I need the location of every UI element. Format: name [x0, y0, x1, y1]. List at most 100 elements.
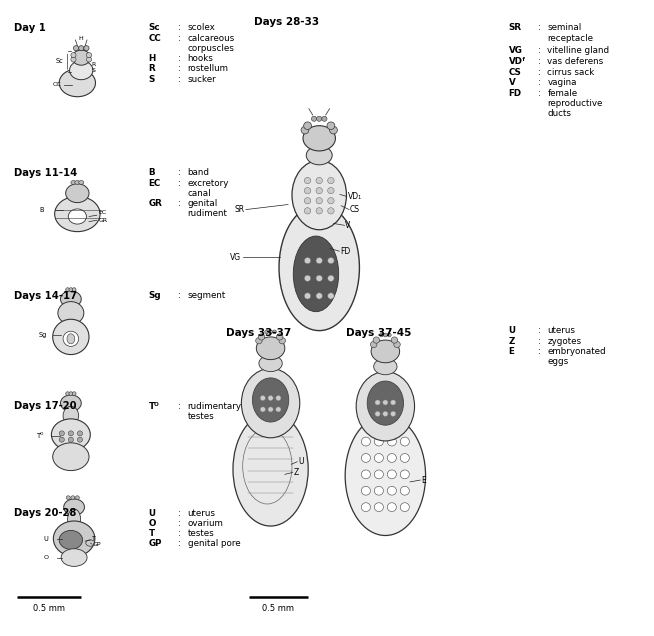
Ellipse shape: [258, 334, 265, 340]
Ellipse shape: [304, 208, 311, 214]
Text: :: :: [538, 67, 541, 76]
Text: Tᴼ: Tᴼ: [148, 402, 160, 411]
Text: sucker: sucker: [188, 74, 216, 83]
Ellipse shape: [383, 411, 388, 417]
Ellipse shape: [292, 160, 347, 230]
Ellipse shape: [375, 400, 380, 405]
Ellipse shape: [400, 470, 409, 479]
Ellipse shape: [306, 146, 332, 165]
Text: :: :: [178, 55, 181, 64]
Ellipse shape: [387, 502, 396, 511]
Text: :: :: [178, 509, 181, 518]
Text: Sc: Sc: [56, 59, 63, 64]
Ellipse shape: [55, 197, 100, 232]
Ellipse shape: [311, 116, 317, 121]
Ellipse shape: [71, 181, 76, 184]
Ellipse shape: [66, 496, 70, 499]
Ellipse shape: [304, 198, 311, 204]
Ellipse shape: [387, 470, 396, 479]
Text: rudimentary: rudimentary: [188, 402, 241, 411]
Text: V: V: [345, 221, 351, 230]
Text: O: O: [148, 519, 156, 528]
Ellipse shape: [367, 381, 404, 425]
Ellipse shape: [252, 378, 289, 422]
Text: R: R: [148, 64, 156, 74]
Ellipse shape: [317, 116, 322, 121]
Ellipse shape: [63, 499, 84, 515]
Ellipse shape: [362, 453, 370, 462]
Ellipse shape: [304, 188, 311, 194]
Ellipse shape: [86, 540, 95, 546]
Text: canal: canal: [188, 189, 211, 198]
Ellipse shape: [316, 188, 322, 194]
Text: FD: FD: [509, 89, 522, 98]
Text: 0.5 mm: 0.5 mm: [262, 604, 294, 612]
Text: :: :: [178, 74, 181, 83]
Ellipse shape: [60, 437, 64, 442]
Ellipse shape: [383, 333, 387, 337]
Ellipse shape: [77, 437, 82, 442]
Text: Sg: Sg: [39, 332, 47, 338]
Text: S: S: [92, 68, 95, 73]
Text: U: U: [298, 457, 304, 466]
Ellipse shape: [256, 338, 262, 344]
Ellipse shape: [63, 331, 78, 347]
Text: calcareous: calcareous: [188, 34, 235, 43]
Text: hooks: hooks: [188, 55, 213, 64]
Ellipse shape: [273, 330, 277, 334]
Text: T: T: [148, 529, 155, 538]
Text: Sg: Sg: [148, 291, 162, 300]
Text: VG: VG: [509, 46, 523, 55]
Ellipse shape: [75, 181, 80, 184]
Text: EC: EC: [148, 179, 161, 188]
Ellipse shape: [391, 337, 398, 343]
Ellipse shape: [65, 287, 69, 291]
Ellipse shape: [265, 330, 269, 334]
Text: Days 28-33: Days 28-33: [254, 17, 320, 27]
Ellipse shape: [328, 208, 334, 214]
Text: :: :: [538, 326, 541, 335]
Ellipse shape: [356, 371, 415, 441]
Text: :: :: [178, 179, 181, 188]
Ellipse shape: [316, 198, 322, 204]
Ellipse shape: [327, 122, 335, 130]
Ellipse shape: [394, 342, 400, 348]
Ellipse shape: [375, 411, 380, 417]
Ellipse shape: [54, 521, 95, 556]
Text: :: :: [178, 64, 181, 74]
Ellipse shape: [362, 487, 370, 495]
Ellipse shape: [362, 470, 370, 479]
Ellipse shape: [53, 319, 89, 354]
Text: Days 14-17: Days 14-17: [14, 291, 77, 301]
Text: ovarium: ovarium: [188, 519, 224, 528]
Ellipse shape: [72, 392, 76, 396]
Text: :: :: [538, 46, 541, 55]
Ellipse shape: [328, 177, 334, 184]
Ellipse shape: [362, 502, 370, 511]
Ellipse shape: [390, 411, 396, 417]
Text: rudiment: rudiment: [188, 209, 228, 218]
Text: seminal: seminal: [547, 24, 581, 32]
Text: CS: CS: [350, 205, 360, 214]
Text: :: :: [178, 539, 181, 548]
Ellipse shape: [77, 431, 82, 436]
Text: :: :: [178, 291, 181, 300]
Ellipse shape: [345, 416, 426, 536]
Ellipse shape: [303, 126, 336, 151]
Text: B: B: [148, 169, 155, 177]
Ellipse shape: [387, 453, 396, 462]
Ellipse shape: [69, 392, 73, 396]
Ellipse shape: [328, 275, 334, 282]
Text: corpuscles: corpuscles: [188, 45, 235, 53]
Text: SR: SR: [509, 24, 522, 32]
Text: genital: genital: [188, 199, 218, 208]
Ellipse shape: [276, 396, 281, 401]
Text: Days 37-45: Days 37-45: [347, 328, 412, 338]
Ellipse shape: [71, 496, 75, 499]
Ellipse shape: [293, 236, 339, 312]
Ellipse shape: [60, 395, 81, 411]
Ellipse shape: [304, 275, 311, 282]
Text: FD: FD: [340, 247, 351, 256]
Ellipse shape: [53, 443, 89, 471]
Text: rostellum: rostellum: [188, 64, 229, 74]
